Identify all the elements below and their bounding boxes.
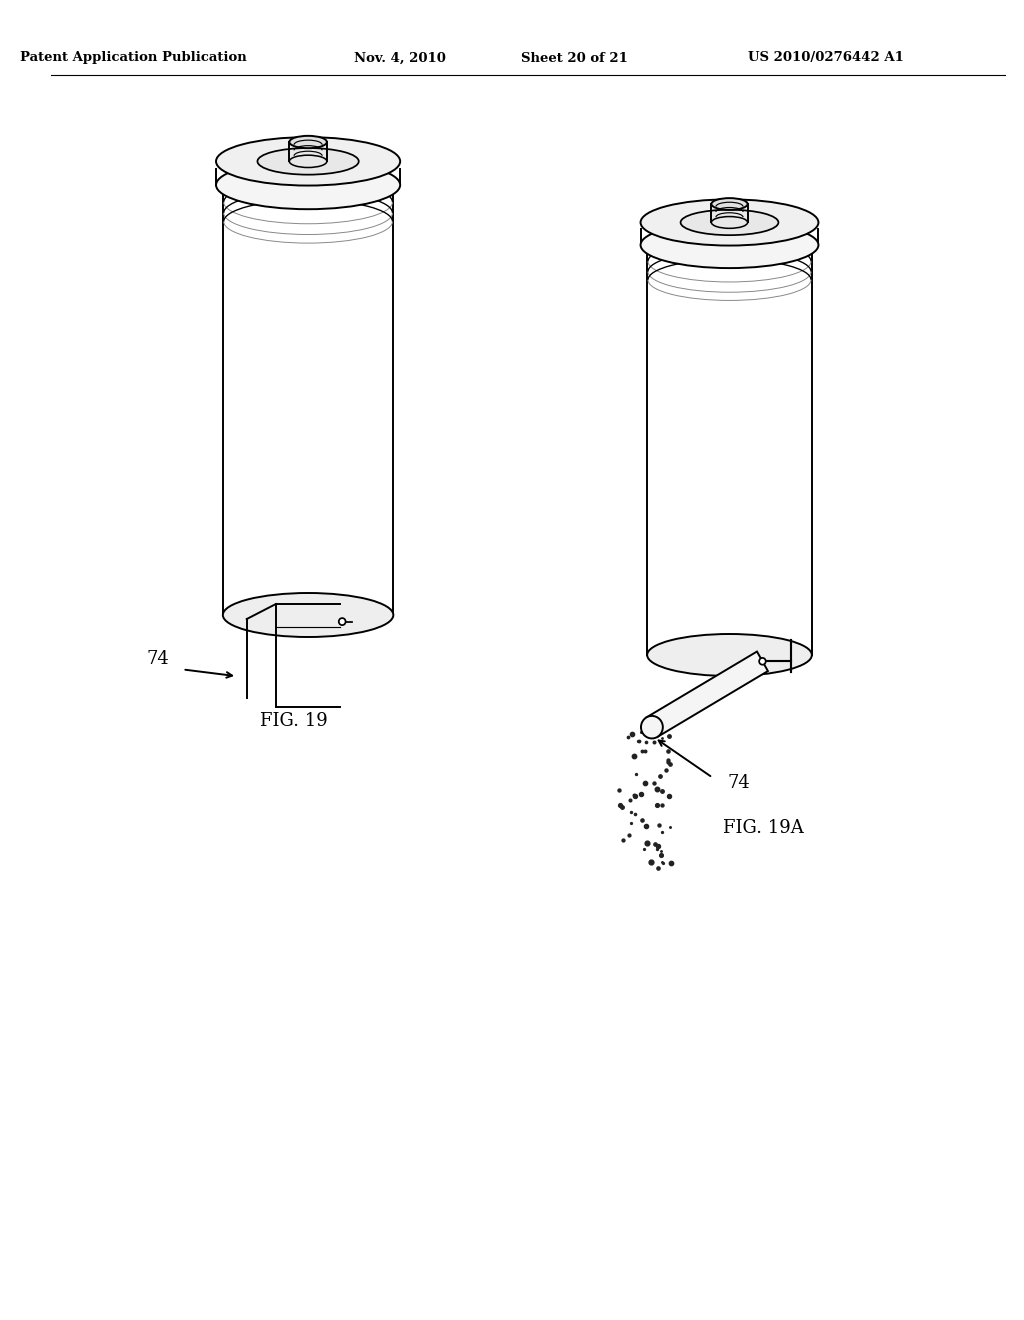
Ellipse shape (641, 222, 818, 268)
Ellipse shape (712, 198, 748, 210)
Text: 74: 74 (727, 774, 750, 792)
Ellipse shape (712, 216, 748, 228)
Ellipse shape (290, 136, 327, 148)
Text: 74: 74 (147, 651, 170, 668)
Ellipse shape (641, 199, 818, 246)
Ellipse shape (223, 593, 393, 638)
Ellipse shape (641, 715, 663, 738)
Ellipse shape (216, 161, 400, 209)
Text: Patent Application Publication: Patent Application Publication (20, 51, 247, 65)
Text: FIG. 19: FIG. 19 (260, 711, 328, 730)
Ellipse shape (647, 634, 812, 676)
Text: Nov. 4, 2010: Nov. 4, 2010 (354, 51, 446, 65)
Ellipse shape (647, 224, 812, 267)
Ellipse shape (223, 162, 393, 207)
Ellipse shape (257, 148, 358, 174)
Text: Sheet 20 of 21: Sheet 20 of 21 (521, 51, 628, 65)
Ellipse shape (681, 210, 778, 235)
Circle shape (759, 657, 766, 665)
Circle shape (339, 618, 346, 626)
Ellipse shape (216, 137, 400, 186)
Text: US 2010/0276442 A1: US 2010/0276442 A1 (749, 51, 904, 65)
Polygon shape (646, 652, 768, 737)
Text: FIG. 19A: FIG. 19A (723, 818, 804, 837)
Ellipse shape (290, 156, 327, 168)
